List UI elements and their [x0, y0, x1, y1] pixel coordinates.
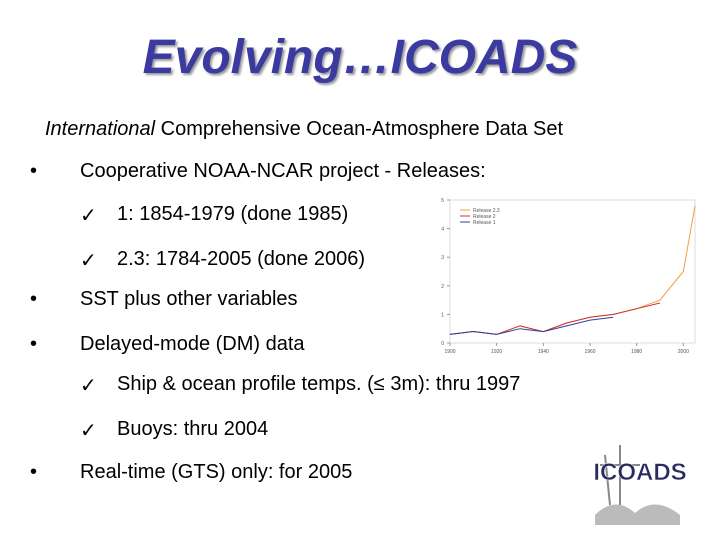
subtitle-rest: Comprehensive Ocean-Atmosphere Data Set: [155, 118, 564, 140]
bullet: •: [30, 461, 38, 483]
subtitle: International Comprehensive Ocean-Atmosp…: [45, 118, 563, 141]
x-tick-label: 1940: [538, 349, 549, 355]
item-text: 1: 1854-1979 (done 1985): [117, 203, 349, 225]
y-tick-label: 0: [441, 341, 444, 347]
plot-area: [449, 199, 696, 344]
y-tick-label: 2: [441, 284, 444, 290]
item-text: Ship & ocean profile temps. (≤ 3m): thru…: [117, 373, 521, 395]
x-tick-label: 1960: [584, 349, 595, 355]
legend-label: Release 2: [473, 214, 496, 220]
logo-text: ICOADS: [593, 459, 686, 486]
series-line: [449, 205, 696, 335]
x-tick-label: 2000: [678, 349, 689, 355]
check-mark: ✓: [80, 375, 97, 397]
logo-wave: [595, 504, 680, 525]
item-text: Buoys: thru 2004: [117, 418, 269, 440]
logo-ship: [600, 445, 640, 506]
subtitle-italic: International: [45, 118, 156, 140]
check-mark: ✓: [80, 205, 97, 227]
item-text: Cooperative NOAA-NCAR project - Releases…: [80, 160, 486, 182]
legend-label: Release 1: [473, 220, 496, 226]
bullet: •: [30, 288, 38, 310]
item-text: Delayed-mode (DM) data: [80, 333, 305, 355]
bullet: •: [30, 333, 38, 355]
series-line: [449, 316, 614, 335]
y-tick-label: 4: [441, 227, 444, 233]
x-tick-label: 1980: [631, 349, 642, 355]
check-mark: ✓: [80, 420, 97, 442]
logo: ICOADS: [593, 445, 687, 525]
item-text: SST plus other variables: [80, 288, 298, 310]
x-tick-label: 1920: [491, 349, 502, 355]
y-tick-label: 1: [441, 312, 444, 318]
series-line: [449, 302, 661, 335]
item-text: Real-time (GTS) only: for 2005: [80, 461, 353, 483]
bullet: •: [30, 160, 38, 182]
check-mark: ✓: [80, 250, 97, 272]
y-tick-label: 5: [441, 198, 444, 204]
legend-label: Release 2.3: [473, 208, 500, 214]
x-tick-label: 1900: [444, 349, 455, 355]
slide-title: Evolving…ICOADS: [142, 31, 578, 84]
item-text: 2.3: 1784-2005 (done 2006): [117, 248, 365, 270]
y-tick-label: 3: [441, 255, 444, 261]
